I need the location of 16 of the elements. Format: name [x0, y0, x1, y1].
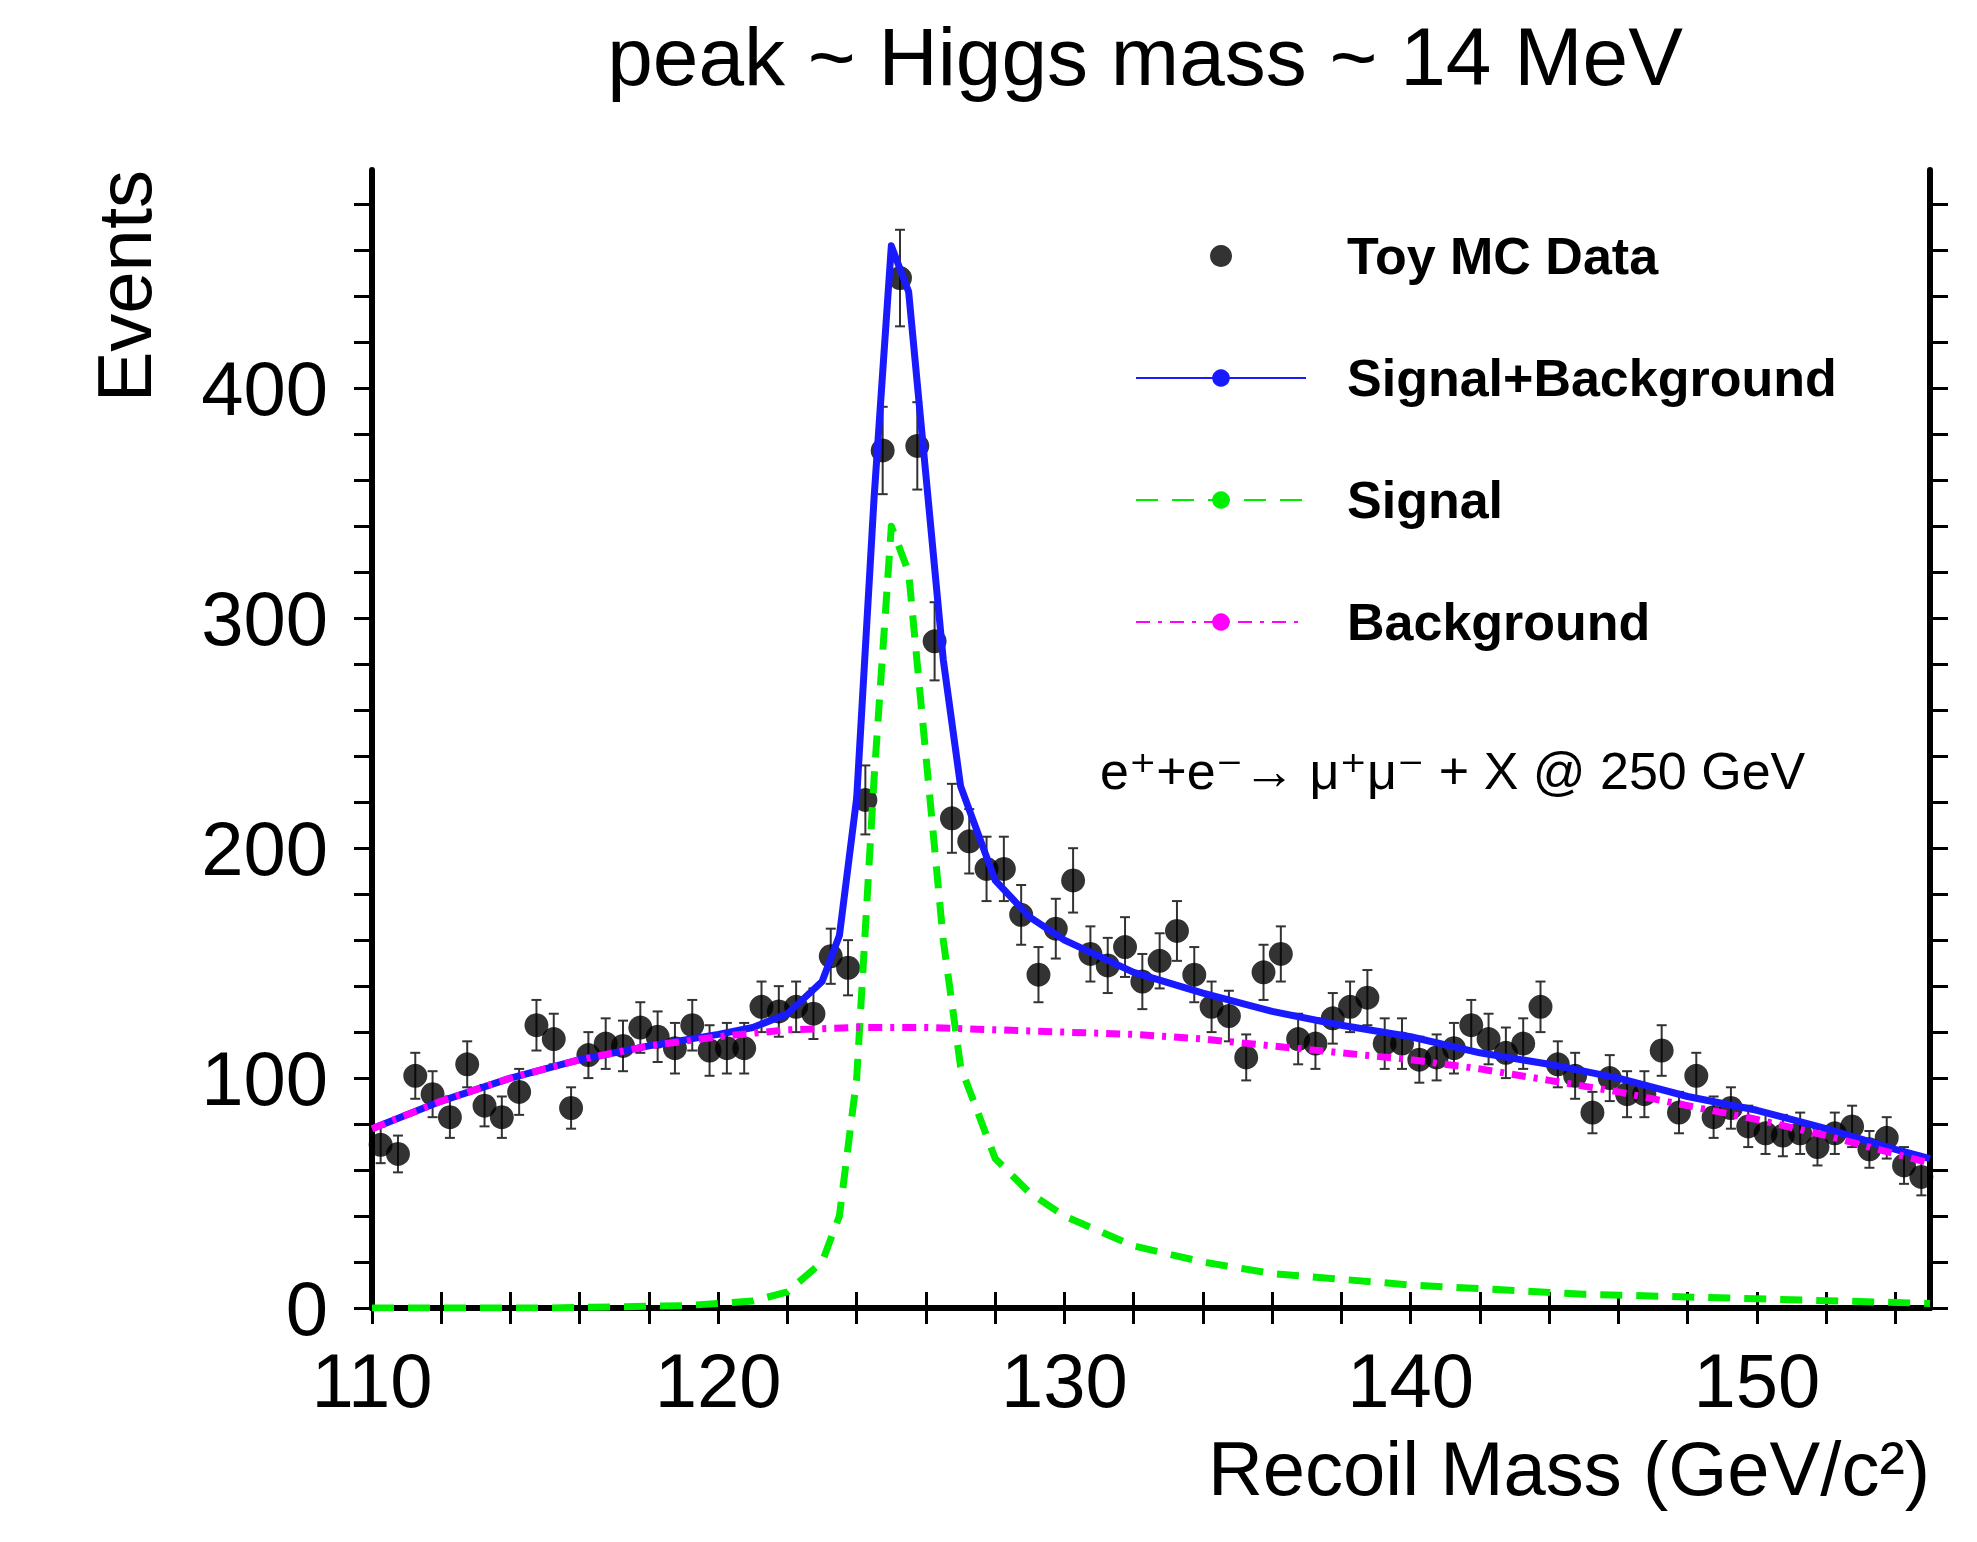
- x-tick-label: 150: [1693, 1337, 1821, 1423]
- y-tick-label: 300: [201, 575, 328, 661]
- x-tick-label: 120: [654, 1337, 782, 1423]
- x-tick-label: 140: [1347, 1337, 1475, 1423]
- x-tick-label: 130: [1001, 1337, 1128, 1423]
- y-tick-label: 100: [201, 1035, 328, 1121]
- legend-label: Signal+Background: [1347, 349, 1837, 407]
- legend-label: Signal: [1347, 471, 1504, 529]
- y-axis-title: Events: [81, 170, 167, 403]
- legend-label: Background: [1347, 593, 1651, 651]
- y-tick-label: 400: [201, 345, 328, 431]
- chart-title: peak ~ Higgs mass ~ 14 MeV: [607, 10, 1684, 102]
- y-tick-label: 200: [201, 805, 328, 891]
- legend-label: Toy MC Data: [1347, 227, 1660, 285]
- annotation: e⁺+e⁻→ μ⁺μ⁻ + X @ 250 GeV: [1100, 742, 1806, 800]
- x-axis-title: Recoil Mass (GeV/c²): [1207, 1425, 1931, 1511]
